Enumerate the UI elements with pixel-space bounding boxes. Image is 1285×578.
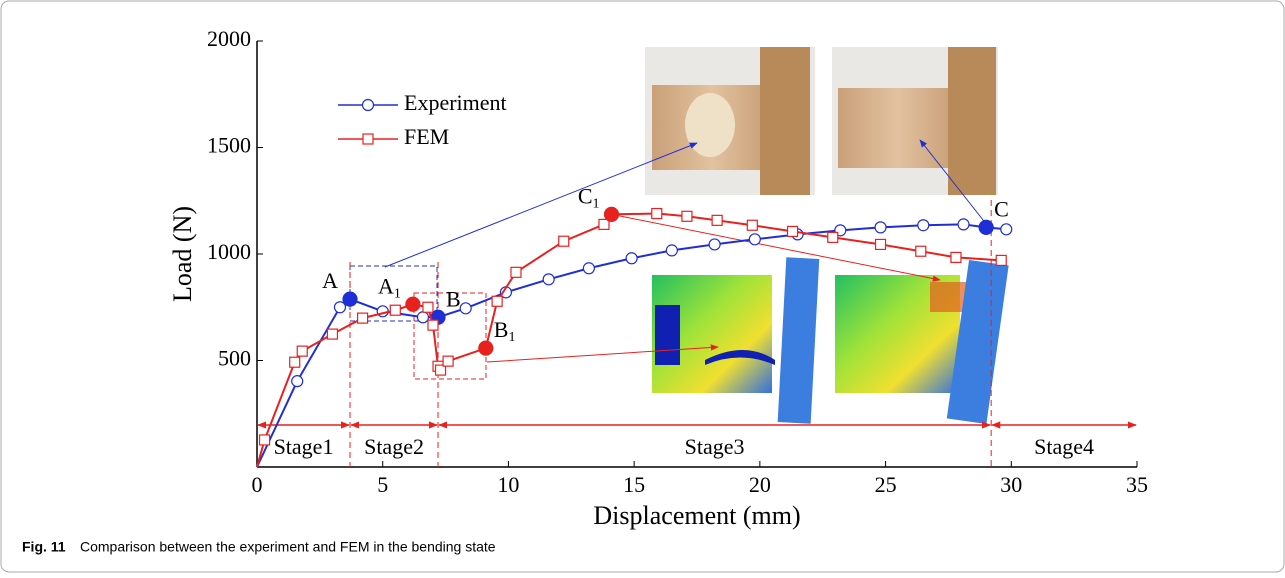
point: [442, 355, 454, 367]
point-label: A: [322, 268, 338, 293]
point-label-text: B: [494, 317, 509, 342]
point-label-text: C: [994, 196, 1009, 221]
point: [291, 375, 304, 388]
series-line: [256, 223, 1007, 468]
point: [542, 273, 555, 286]
point: [957, 218, 970, 231]
key-point: [405, 296, 421, 312]
y-tick-label: 1000: [207, 239, 251, 264]
point: [558, 235, 570, 247]
stage-label: Stage1: [274, 434, 334, 459]
point: [827, 231, 839, 243]
point: [357, 312, 369, 324]
stage-label: Stage2: [364, 434, 424, 459]
point-label-sub: 1: [508, 330, 515, 345]
y-tick-label: 500: [218, 346, 251, 371]
x-tick-label: 35: [1126, 472, 1148, 497]
x-tick-label: 10: [497, 472, 519, 497]
point: [651, 207, 663, 220]
point: [582, 262, 595, 275]
point: [917, 219, 930, 232]
y-axis-title: Load (N): [168, 206, 197, 302]
point-label-text: C: [578, 183, 593, 208]
point-label: C1: [578, 183, 600, 211]
point: [665, 244, 678, 257]
point: [598, 218, 610, 230]
point: [296, 345, 308, 357]
point-label: B1: [494, 317, 516, 345]
point-label-text: B: [446, 286, 461, 311]
photos: [645, 47, 1009, 424]
point: [874, 238, 887, 251]
stage-label: Stage4: [1034, 434, 1094, 459]
x-tick-label: 0: [252, 472, 263, 497]
y-tick-label: 2000: [207, 26, 251, 51]
point: [416, 311, 430, 324]
point: [510, 266, 522, 278]
point: [258, 434, 271, 446]
point: [422, 301, 434, 313]
point: [708, 238, 721, 251]
point-label: B: [446, 286, 461, 311]
point: [389, 304, 401, 316]
legend-marker: [361, 98, 375, 112]
point-label-text: A: [322, 268, 338, 293]
point: [748, 233, 761, 246]
point: [326, 328, 339, 340]
stage-label: Stage3: [685, 434, 745, 459]
x-tick-label: 15: [623, 472, 645, 497]
key-point: [603, 206, 620, 222]
point: [427, 319, 439, 331]
point-label-text: A: [378, 273, 394, 298]
point: [333, 301, 347, 314]
point: [434, 364, 447, 376]
point-label-sub: 1: [394, 286, 401, 301]
x-tick-label: 25: [875, 472, 897, 497]
point-label: A1: [378, 273, 401, 301]
legend-marker: [362, 133, 374, 145]
point: [746, 219, 758, 231]
legend-label: Experiment: [404, 90, 507, 115]
point: [289, 356, 301, 368]
x-tick-label: 30: [1000, 472, 1022, 497]
x-tick-label: 20: [749, 472, 771, 497]
point: [874, 221, 887, 234]
key-point: [978, 219, 994, 235]
point: [915, 245, 927, 257]
y-tick-label: 1500: [207, 133, 251, 158]
point: [625, 252, 638, 265]
point: [1000, 223, 1013, 236]
point: [711, 214, 723, 226]
key-point: [342, 291, 358, 307]
point: [995, 254, 1007, 266]
caption-text: Comparison between the experiment and FE…: [80, 539, 496, 555]
caption-label: Fig. 11: [22, 539, 66, 555]
legend-label: FEM: [404, 124, 449, 149]
key-point: [478, 340, 494, 356]
point: [786, 225, 799, 238]
x-axis-title: Displacement (mm): [593, 501, 800, 530]
point-label: C: [994, 196, 1009, 221]
point: [950, 251, 962, 264]
callouts: [349, 139, 988, 380]
point: [491, 295, 503, 307]
point-label-sub: 1: [593, 197, 600, 212]
point: [681, 210, 693, 222]
point: [459, 302, 472, 315]
x-tick-label: 5: [377, 472, 388, 497]
